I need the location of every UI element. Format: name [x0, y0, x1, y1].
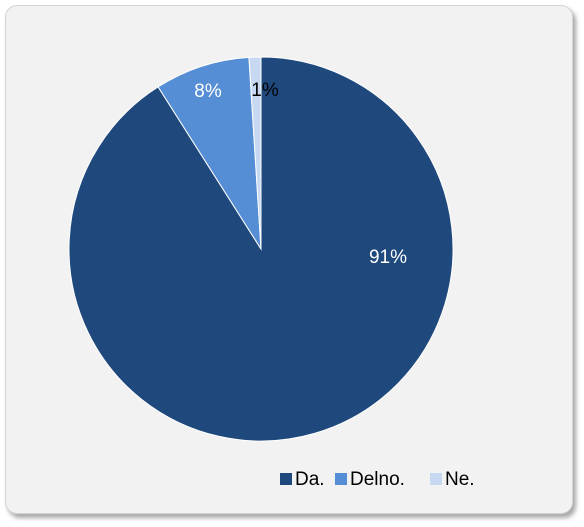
legend-label-delno: Delno.	[350, 469, 405, 490]
legend-label-ne: Ne.	[445, 469, 475, 490]
chart-legend: Da. Delno. Ne.	[280, 469, 475, 490]
pie-data-labels: 91% 8% 1%	[194, 80, 407, 268]
data-label-delno: 8%	[194, 81, 222, 102]
legend-swatch-da	[280, 473, 292, 485]
legend-swatch-delno	[335, 473, 347, 485]
legend-swatch-ne	[430, 473, 442, 485]
data-label-ne: 1%	[251, 80, 279, 101]
pie-slices	[68, 56, 454, 442]
pie-slice-delno	[157, 56, 262, 250]
data-label-da: 91%	[369, 247, 407, 268]
pie-slice-ne	[248, 56, 262, 250]
legend-label-da: Da.	[295, 469, 325, 490]
